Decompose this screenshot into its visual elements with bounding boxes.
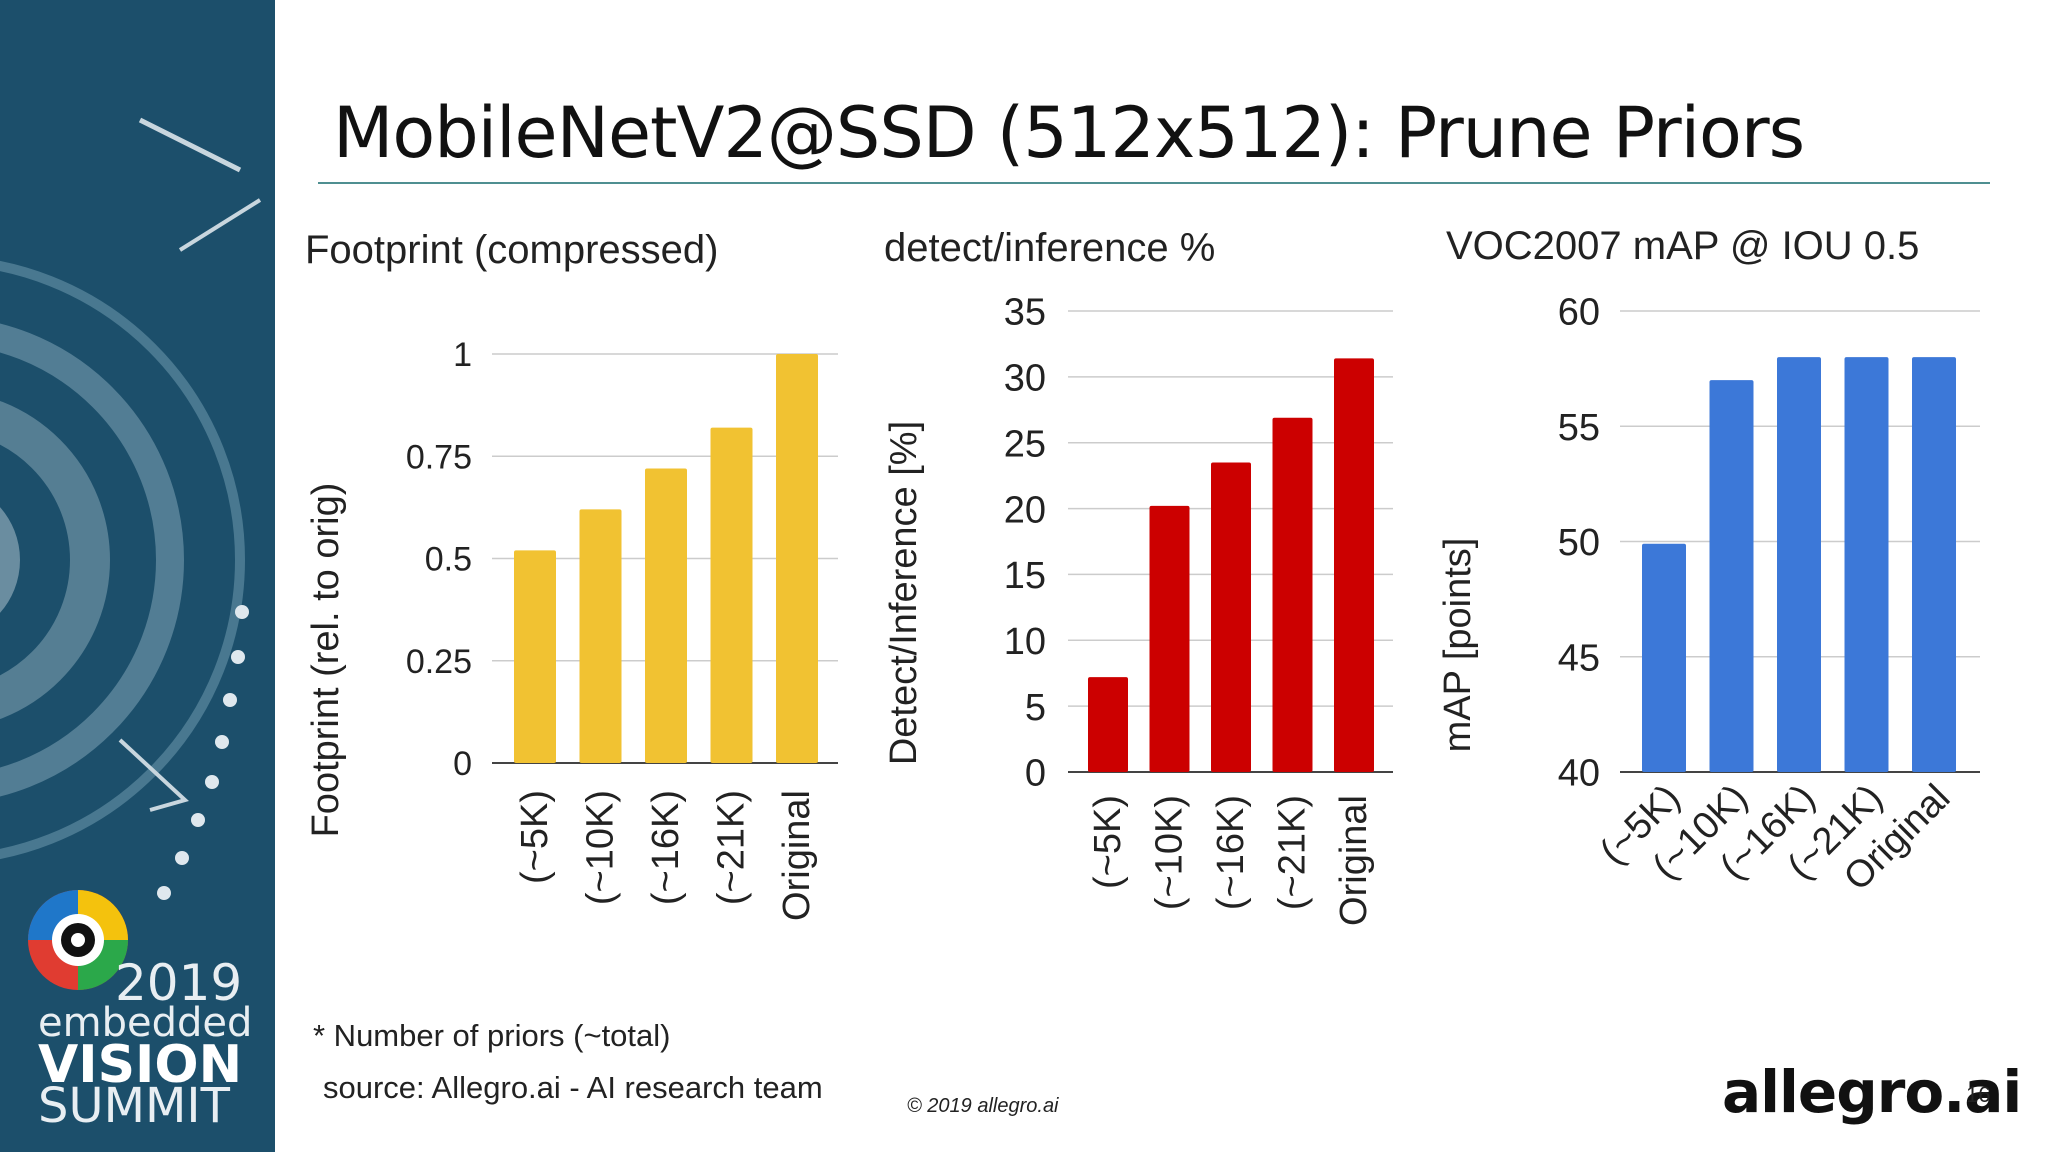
- footnote: * Number of priors (~total): [313, 1018, 671, 1053]
- summit-line-summit: SUMMIT: [38, 1078, 231, 1134]
- x-category-label: (~21K): [711, 790, 753, 905]
- bar: [1211, 462, 1251, 772]
- y-tick-label: 1: [453, 336, 472, 374]
- y-axis-title: Detect/Inference [%]: [883, 421, 925, 765]
- y-tick-label: 0.25: [406, 643, 472, 681]
- bar: [645, 468, 687, 763]
- y-axis-title: mAP [points]: [1437, 538, 1479, 753]
- y-tick-label: 35: [1004, 292, 1046, 334]
- x-category-label: (~21K): [1272, 795, 1314, 910]
- y-tick-label: 50: [1558, 522, 1600, 564]
- title-divider: [318, 182, 1990, 184]
- sidebar-decoration: [0, 117, 262, 859]
- sidebar-dots: [157, 605, 249, 900]
- bar: [776, 354, 818, 763]
- x-category-label: (~16K): [1210, 795, 1252, 910]
- summit-logo-icon: [28, 890, 128, 990]
- y-tick-label: 55: [1558, 407, 1600, 449]
- y-tick-label: 45: [1558, 637, 1600, 679]
- bar: [1912, 357, 1956, 772]
- slide-title: MobileNetV2@SSD (512x512): Prune Priors: [333, 92, 1805, 174]
- page-number: 16: [1966, 1082, 1991, 1107]
- y-tick-label: 15: [1004, 555, 1046, 597]
- bar: [1844, 357, 1889, 772]
- sidebar-banner: 2019 embedded VISION SUMMIT: [0, 0, 275, 1152]
- chart-title-map: VOC2007 mAP @ IOU 0.5: [1446, 224, 1920, 268]
- x-category-label: Original: [776, 790, 818, 921]
- y-tick-label: 0: [453, 745, 472, 783]
- copyright-text: © 2019 allegro.ai: [907, 1095, 1059, 1117]
- bar: [1088, 677, 1128, 772]
- y-tick-label: 10: [1004, 621, 1046, 663]
- bar: [1334, 358, 1374, 772]
- x-category-label: (~5K): [1087, 795, 1129, 889]
- bar: [1642, 543, 1686, 772]
- chart-title-footprint: Footprint (compressed): [305, 228, 719, 272]
- x-category-label: (~16K): [645, 790, 687, 905]
- y-tick-label: 0.75: [406, 438, 472, 476]
- y-tick-label: 60: [1558, 292, 1600, 334]
- y-tick-label: 25: [1004, 423, 1046, 465]
- y-tick-label: 40: [1558, 753, 1600, 795]
- bar: [514, 550, 556, 763]
- chart-title-detect: detect/inference %: [884, 226, 1216, 270]
- y-axis-title: Footprint (rel. to orig): [305, 483, 347, 838]
- bar: [1149, 505, 1190, 772]
- y-tick-label: 0: [1025, 753, 1046, 795]
- summit-year: 2019: [115, 954, 242, 1012]
- bar: [1272, 417, 1313, 772]
- y-tick-label: 5: [1025, 687, 1046, 729]
- bar: [579, 509, 622, 763]
- x-category-label: (~5K): [514, 790, 556, 884]
- brand-logo: allegro.ai: [1722, 1058, 2022, 1126]
- bar: [1709, 380, 1754, 772]
- summit-line-vision: VISION: [38, 1035, 242, 1095]
- y-tick-label: 20: [1004, 489, 1046, 531]
- bar: [710, 427, 753, 763]
- y-tick-label: 0.5: [425, 541, 472, 579]
- x-category-label: (~10K): [580, 790, 622, 905]
- x-category-label: (~10K): [1149, 795, 1191, 910]
- bar: [1777, 357, 1821, 772]
- summit-line-embedded: embedded: [38, 1000, 252, 1046]
- x-category-label: Original: [1333, 795, 1375, 926]
- source-note: source: Allegro.ai - AI research team: [323, 1070, 823, 1105]
- y-tick-label: 30: [1004, 358, 1046, 400]
